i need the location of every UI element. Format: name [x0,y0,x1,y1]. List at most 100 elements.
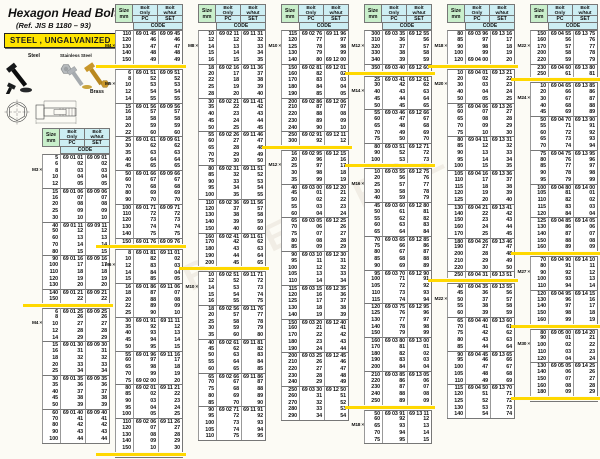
table-row: 12 52 72 [183,278,269,285]
set-code-cell: 65 [241,259,266,267]
pc-code-cell: 94 [382,429,407,437]
size-cell: 130 [198,212,216,219]
set-code-cell: 93 [241,419,266,427]
size-cell: 75 [115,377,133,385]
table-row: 50 69 04 70 69 13 90 [515,116,600,123]
pc-code-cell: 41 [465,323,490,331]
table-row: 105 74 94 [183,426,269,434]
size-cell: 20 [42,361,60,369]
table-row: 90 69 02 71 69 11 91 [183,406,269,413]
set-code-cell: 69 09 01 [85,154,110,161]
table-row: 45 01 21 [266,190,352,197]
table-row: 20 33 33 [27,361,113,369]
pc-code-cell: 92 [382,416,407,423]
table-bottom-border [115,456,183,458]
table-row: 60 63 83 [349,222,435,229]
thread-size-label [266,131,281,138]
thread-size-label [266,298,281,305]
thread-size-label [183,393,198,400]
set-code-cell: 07 [158,289,183,297]
size-cell: 60 [364,416,382,423]
pc-code-cell: 18 [60,268,85,276]
size-cell: 120 [447,57,465,64]
table-row: 130 86 06 [515,224,600,231]
table-row: M14 × 40 43 63 [349,89,435,96]
size-header-cell: Size mm [198,4,216,23]
thread-size-label [349,344,364,351]
size-cell: 12 [198,36,216,44]
table-row: 150 88 08 [515,237,600,245]
set-code-cell: 69 09 40 [85,408,110,416]
table-row: 90 13 33 [432,149,518,157]
size-cell: 50 [281,197,299,204]
size-cell: 120 [530,210,548,218]
pc-code-cell: 22 [216,104,241,111]
size-cell: 40 [447,89,465,96]
table-row: 120 19 19 [27,275,113,283]
thread-size-label [266,346,281,353]
table-row: 230 28 48 [266,372,352,380]
pc-code-cell: 55 [133,95,158,103]
thread-size-label [349,256,364,263]
table-row: 160 89 09 [515,244,600,251]
table-row: 40 37 37 [27,388,113,396]
set-code-cell: 60 [241,225,266,233]
thread-size-label [349,109,364,116]
pc-code-cell: 59 [133,122,158,130]
set-code-cell: 69 12 00 [324,57,349,64]
table-row: 110 69 02 36 69 11 56 [183,198,269,206]
table-row: 25 69 03 41 69 12 61 [349,75,435,83]
size-cell: 35 [115,323,133,331]
pc-code-cell: 93 [133,330,158,337]
thread-size-label [266,406,281,413]
table-row: 15 69 01 30 69 09 30 [27,341,113,348]
table-row: 15 69 01 06 69 09 06 [27,187,113,195]
table-row: M3 × 8 03 03 [27,167,113,175]
table-row: 80 69 05 00 69 14 20 [515,328,600,336]
size-cell: 190 [281,345,299,353]
table-row: 22 60 60 [100,129,186,137]
size-cell: 55 [530,122,548,130]
table-row: 16 69 02 95 69 12 15 [266,149,352,157]
set-code-cell: 27 [324,230,349,238]
family-separator [96,452,186,456]
pc-code-cell: 65 [216,365,241,373]
thread-size-label [515,184,530,191]
pc-code-cell: 10 [60,214,85,222]
table-row: 310 36 56 [349,36,435,44]
thread-size-label [266,184,281,191]
pc-code-cell: 69 03 96 [465,30,490,37]
size-cell: 65 [530,136,548,143]
thread-size-label [266,312,281,319]
table-row: 30 69 01 91 69 11 11 [100,316,186,324]
pc-code-cell: 69 04 31 [465,271,490,278]
pc-code-cell: 44 [465,343,490,351]
pc-code-cell: 47 [133,43,158,51]
set-code-cell: 19 [158,370,183,378]
size-cell: 80 [281,237,299,245]
thread-size-label [515,297,530,304]
set-code-cell: 82 [407,215,432,223]
size-cell: 25 [198,318,216,326]
size-cell: 55 [198,359,216,366]
table-row: M12 × 25 97 17 [266,163,352,170]
size-cell: 140 [115,438,133,445]
set-code-cell: 69 13 11 [407,409,432,417]
pc-code-cell: 92 [133,323,158,331]
pc-code-cell: 36 [465,289,490,297]
set-code-cell: 13 [158,330,183,337]
set-code-cell: 69 14 15 [573,289,598,297]
thread-size-label [266,57,281,64]
table-row: 65 28 48 [183,144,269,152]
size-cell: 16 [42,348,60,355]
thread-size-label [349,283,364,290]
table-row: 30 10 10 [27,214,113,222]
pc-code-cell: 69 04 85 [548,217,573,224]
set-code-cell: 07 [573,230,598,238]
table-row: 150 98 18 [515,310,600,317]
thread-size-label [183,319,198,326]
set-code-cell: 99 [324,50,349,57]
set-code-cell: 53 [241,178,266,186]
table-row: 250 89 09 [349,397,435,405]
pc-code-cell: 17 [299,298,324,305]
